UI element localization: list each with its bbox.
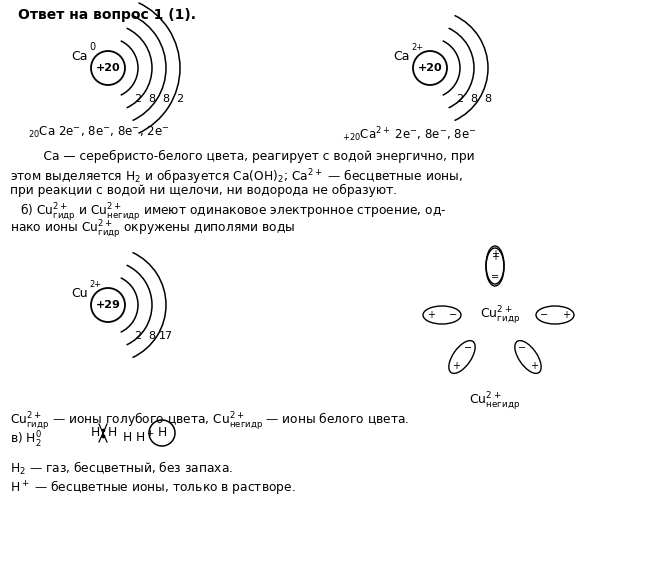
Text: H H$^+$: H H$^+$ <box>122 430 154 445</box>
Text: 17: 17 <box>159 331 173 341</box>
Text: 2: 2 <box>457 94 464 104</box>
Text: −: − <box>518 343 525 353</box>
Text: +29: +29 <box>96 300 121 310</box>
Text: −: − <box>464 343 472 353</box>
Text: −: − <box>540 310 548 320</box>
Text: 0: 0 <box>89 42 95 52</box>
Text: б) Cu$^{2+}_{\mathregular{гидр}}$ и Cu$^{2+}_{\mathregular{негидр}}$ имеют одина: б) Cu$^{2+}_{\mathregular{гидр}}$ и Cu$^… <box>20 201 447 223</box>
Text: +: + <box>530 361 539 371</box>
Text: +20: +20 <box>418 63 442 73</box>
Text: Ca — серебристо-белого цвета, реагирует с водой энергично, при: Ca — серебристо-белого цвета, реагирует … <box>28 150 475 163</box>
Text: 8: 8 <box>484 94 491 104</box>
Text: +: + <box>562 310 570 320</box>
Text: −: − <box>491 272 499 282</box>
Text: −: − <box>449 310 457 320</box>
Text: 2: 2 <box>134 331 142 341</box>
Text: Ca: Ca <box>72 50 88 63</box>
Text: H: H <box>157 427 167 440</box>
Text: Ca: Ca <box>394 50 410 63</box>
Text: 8: 8 <box>148 331 155 341</box>
Text: при реакции с водой ни щелочи, ни водорода не образуют.: при реакции с водой ни щелочи, ни водоро… <box>10 184 397 197</box>
Text: H: H <box>91 427 100 440</box>
Text: $_{20}$Ca 2e$^{-}$, 8e$^{-}$, 8e$^{-}$, 2e$^{-}$: $_{20}$Ca 2e$^{-}$, 8e$^{-}$, 8e$^{-}$, … <box>28 125 169 140</box>
Text: 2+: 2+ <box>89 280 101 289</box>
Text: 8: 8 <box>148 94 155 104</box>
Text: Ответ на вопрос 1 (1).: Ответ на вопрос 1 (1). <box>18 8 196 22</box>
Text: H: H <box>108 427 117 440</box>
Text: Cu: Cu <box>72 287 88 300</box>
Text: H$_2$ — газ, бесцветный, без запаха.: H$_2$ — газ, бесцветный, без запаха. <box>10 460 233 477</box>
Text: 2: 2 <box>134 94 142 104</box>
Text: в) H$_2^0$: в) H$_2^0$ <box>10 430 42 450</box>
Text: H$^+$ — бесцветные ионы, только в растворе.: H$^+$ — бесцветные ионы, только в раство… <box>10 478 296 496</box>
Text: нако ионы Cu$^{2+}_{\mathregular{гидр}}$ окружены диполями воды: нако ионы Cu$^{2+}_{\mathregular{гидр}}$… <box>10 218 296 240</box>
Text: −: − <box>491 271 499 281</box>
Text: Cu$^{2+}_{\mathregular{гидр}}$ — ионы голубого цвета, Cu$^{2+}_{\mathregular{нег: Cu$^{2+}_{\mathregular{гидр}}$ — ионы го… <box>10 410 409 432</box>
Text: +: + <box>427 310 435 320</box>
Text: 8: 8 <box>163 94 169 104</box>
Text: 2+: 2+ <box>411 43 423 52</box>
Text: Cu$^{2+}_{\mathregular{гидр}}$: Cu$^{2+}_{\mathregular{гидр}}$ <box>480 304 520 326</box>
Text: +: + <box>452 361 460 371</box>
Text: +: + <box>491 249 499 259</box>
Text: этом выделяется H$_2$ и образуется Ca(OH)$_2$; Ca$^{2+}$ — бесцветные ионы,: этом выделяется H$_2$ и образуется Ca(OH… <box>10 167 463 186</box>
Text: Cu$^{2+}_{\mathregular{негидр}}$: Cu$^{2+}_{\mathregular{негидр}}$ <box>470 390 521 412</box>
Text: $_{+20}$Ca$^{2+}$ 2e$^{-}$, 8e$^{-}$, 8e$^{-}$: $_{+20}$Ca$^{2+}$ 2e$^{-}$, 8e$^{-}$, 8e… <box>342 125 477 144</box>
Text: +20: +20 <box>96 63 120 73</box>
Text: 8: 8 <box>470 94 478 104</box>
Text: +: + <box>491 251 499 262</box>
Text: 2: 2 <box>176 94 184 104</box>
